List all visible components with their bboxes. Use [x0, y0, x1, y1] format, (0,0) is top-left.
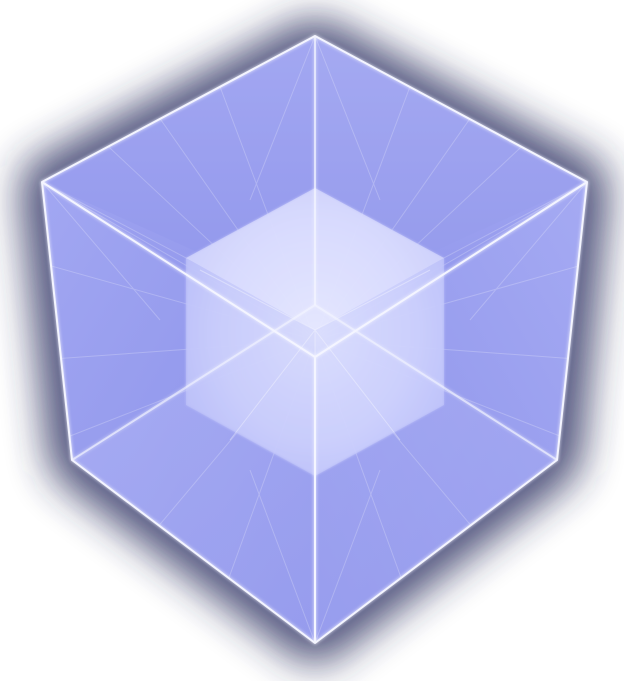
cube-edges [41, 35, 588, 644]
